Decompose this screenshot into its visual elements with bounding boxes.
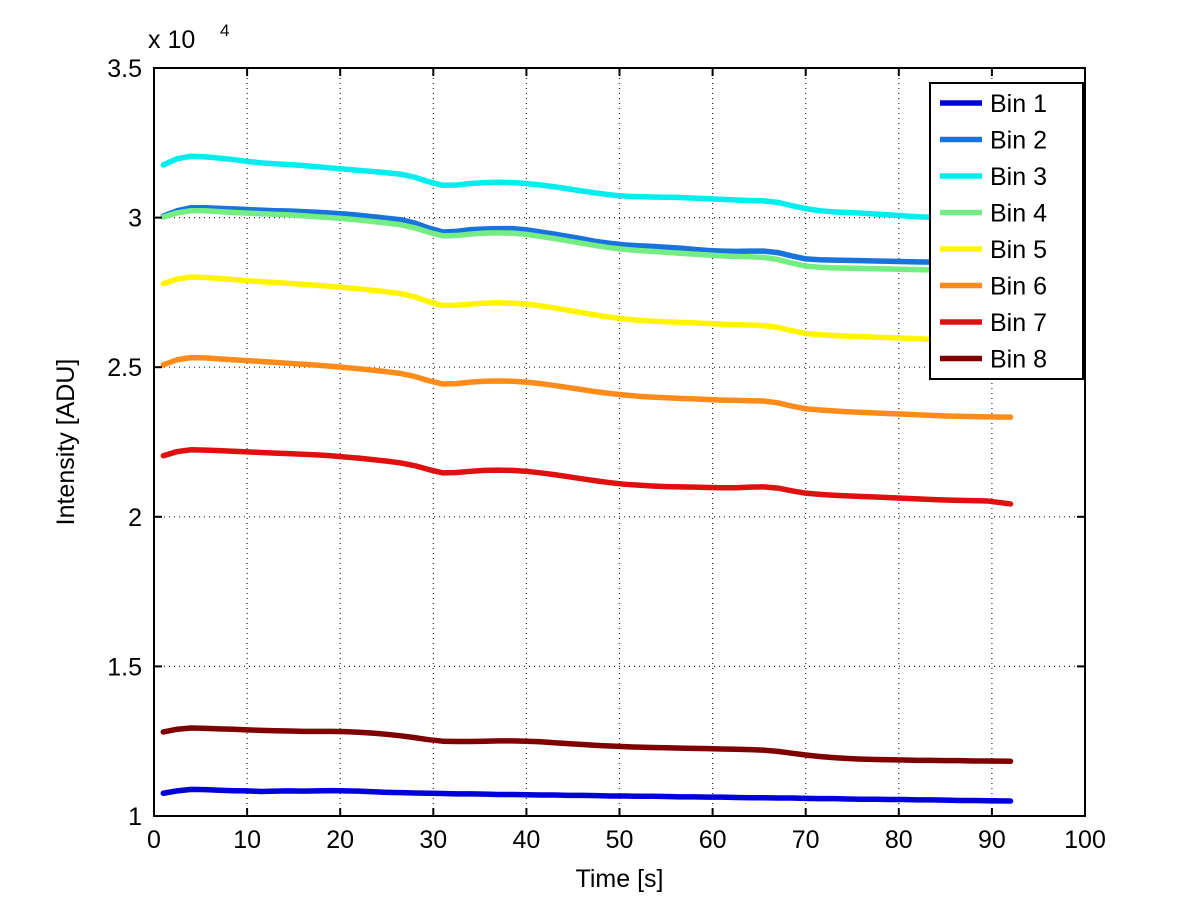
legend-label-2[interactable]: Bin 2 (990, 127, 1047, 155)
y-tick-label: 1.5 (107, 653, 142, 681)
x-tick-label: 90 (978, 826, 1006, 854)
series-line-6 (160, 354, 1014, 420)
tick-labels: 0 10 20 30 40 50 60 70 80 90 100 1 1.5 2 2.5 3 3.5x 10 4 (107, 21, 1106, 854)
x-tick-label: 80 (885, 826, 913, 854)
y-axis-exponent: x 10 (148, 26, 195, 54)
x-tick-label: 40 (512, 826, 540, 854)
x-tick-label: 0 (147, 826, 161, 854)
y-axis-exponent-power: 4 (220, 21, 229, 40)
y-tick-label: 1 (128, 803, 142, 831)
series-line-8 (160, 725, 1014, 764)
legend-label-6[interactable]: Bin 6 (990, 273, 1047, 301)
x-tick-label: 60 (699, 826, 727, 854)
legend-label-1[interactable]: Bin 1 (990, 90, 1047, 118)
x-axis-label: Time [s] (576, 865, 664, 893)
series-line-5 (160, 274, 1014, 344)
x-tick-label: 20 (326, 826, 354, 854)
y-tick-label: 3.5 (107, 55, 142, 83)
series-line-7 (160, 447, 1014, 507)
y-tick-label: 3 (128, 205, 142, 233)
x-tick-label: 10 (233, 826, 261, 854)
legend-label-8[interactable]: Bin 8 (990, 346, 1047, 374)
legend[interactable]: Bin 1 Bin 2 Bin 3 Bin 4 Bin 5 Bin 6 Bin 7 Bin 8 (929, 82, 1084, 380)
x-tick-label: 70 (792, 826, 820, 854)
y-tick-label: 2 (128, 504, 142, 532)
y-axis-label: Intensity [ADU] (52, 359, 80, 526)
x-tick-label: 100 (1064, 826, 1106, 854)
series-line-1 (160, 786, 1014, 804)
axis-labels: Time [s] Intensity [ADU] (52, 359, 663, 893)
series-line-2 (160, 204, 1014, 267)
y-tick-label: 2.5 (107, 354, 142, 382)
series-line-3 (160, 153, 1014, 222)
legend-label-7[interactable]: Bin 7 (990, 309, 1047, 337)
series-line-4 (160, 207, 1014, 274)
legend-label-5[interactable]: Bin 5 (990, 236, 1047, 264)
x-tick-label: 30 (419, 826, 447, 854)
legend-box (929, 82, 1084, 380)
x-tick-label: 50 (606, 826, 634, 854)
legend-label-3[interactable]: Bin 3 (990, 163, 1047, 191)
legend-label-4[interactable]: Bin 4 (990, 200, 1047, 228)
